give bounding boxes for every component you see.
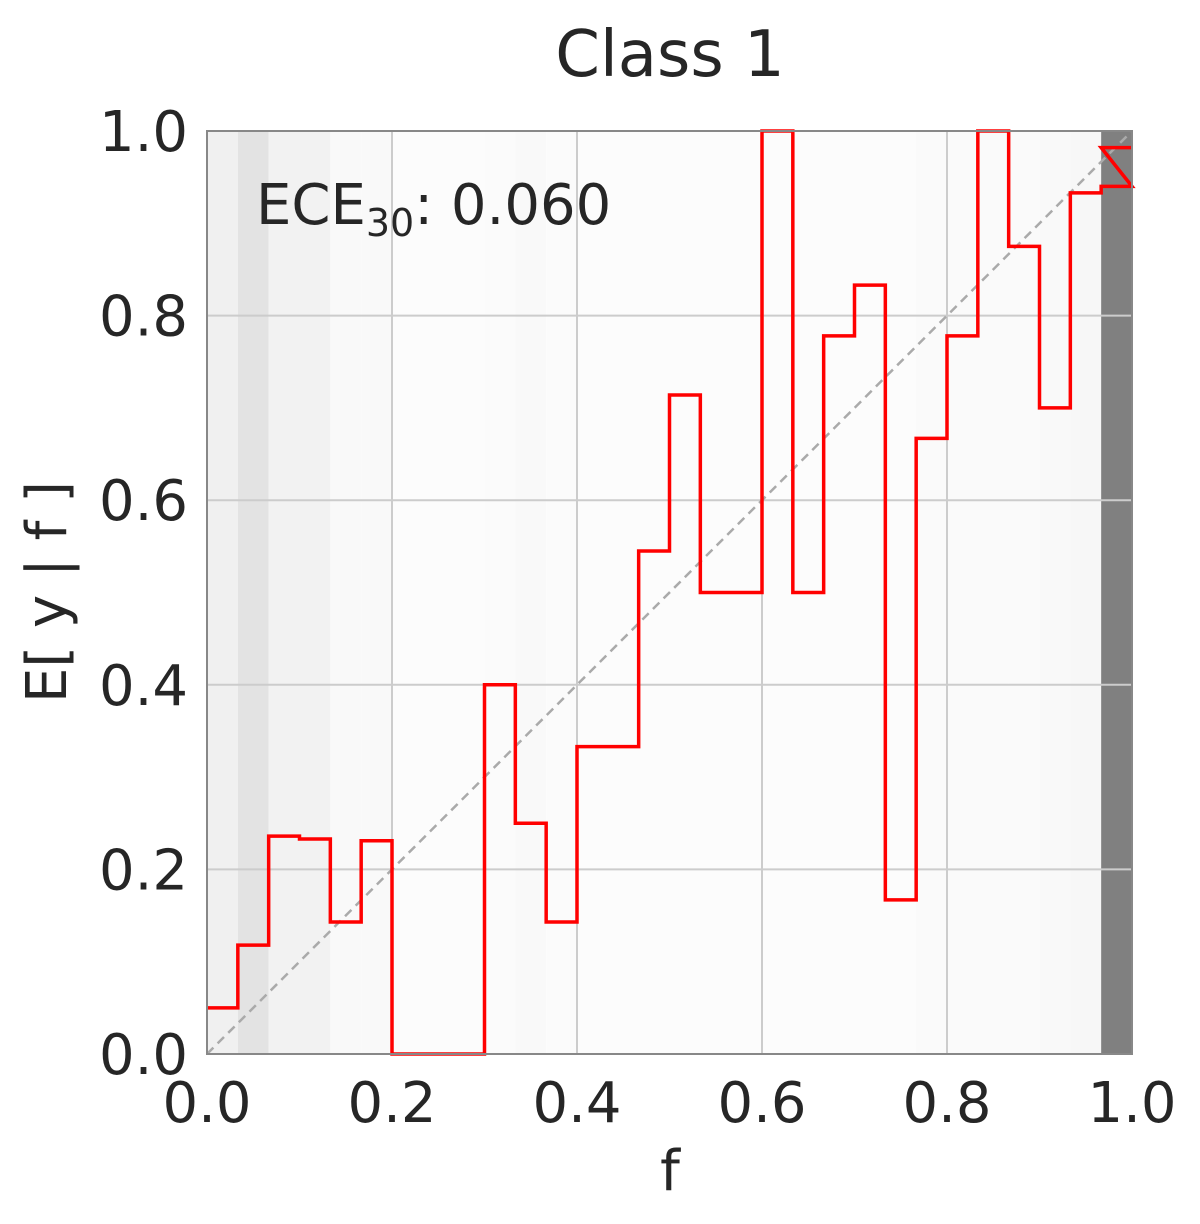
density-bar [885, 131, 917, 1054]
ece-subscript: 30 [366, 201, 414, 245]
density-bar [453, 131, 485, 1054]
ece-annotation: ECE30: 0.060 [256, 173, 611, 245]
density-bar [207, 131, 238, 1054]
density-bar [1070, 131, 1102, 1054]
y-tick-label: 1.0 [99, 100, 188, 165]
ece-value: : 0.060 [414, 173, 611, 238]
density-bar [422, 131, 454, 1054]
density-bar [237, 131, 269, 1054]
y-tick-label: 0.6 [99, 469, 188, 534]
density-bar [484, 131, 516, 1054]
density-bar [977, 131, 1009, 1054]
density-bars [207, 131, 1132, 1054]
density-bar [638, 131, 670, 1054]
density-bar [330, 131, 362, 1054]
density-bar [361, 131, 392, 1054]
density-bar [947, 131, 978, 1054]
density-bar [762, 131, 793, 1054]
density-bar [1008, 131, 1040, 1054]
density-bar [823, 131, 855, 1054]
y-tick-label: 0.0 [99, 1023, 188, 1088]
y-tick-labels: 0.0 0.2 0.4 0.6 0.8 1.0 [99, 100, 188, 1088]
x-tick-label: 0.0 [162, 1071, 251, 1136]
density-bar [669, 131, 701, 1054]
x-tick-label: 0.4 [532, 1071, 621, 1136]
density-bar [577, 131, 608, 1054]
x-tick-label: 0.6 [717, 1071, 806, 1136]
y-tick-label: 0.8 [99, 285, 188, 350]
density-bar [546, 131, 577, 1054]
chart-title: Class 1 [555, 18, 784, 92]
density-bar [916, 131, 947, 1054]
density-bar [1101, 131, 1132, 1054]
x-axis-label: f [660, 1139, 681, 1204]
x-tick-label: 1.0 [1087, 1071, 1176, 1136]
density-bar [854, 131, 886, 1054]
ece-label: ECE [256, 173, 366, 238]
density-bar [392, 131, 423, 1054]
density-bar [607, 131, 639, 1054]
x-tick-label: 0.8 [902, 1071, 991, 1136]
x-tick-labels: 0.0 0.2 0.4 0.6 0.8 1.0 [162, 1071, 1176, 1136]
density-bar [515, 131, 547, 1054]
density-bar [299, 131, 331, 1054]
y-tick-label: 0.2 [99, 838, 188, 903]
density-bar [1039, 131, 1071, 1054]
plot-frame [206, 130, 1133, 1055]
y-tick-label: 0.4 [99, 654, 188, 719]
calibration-step-line [207, 129, 1136, 1056]
density-bar [268, 131, 300, 1054]
y-axis-label: E[ y | f ] [15, 481, 80, 703]
x-tick-label: 0.2 [347, 1071, 436, 1136]
